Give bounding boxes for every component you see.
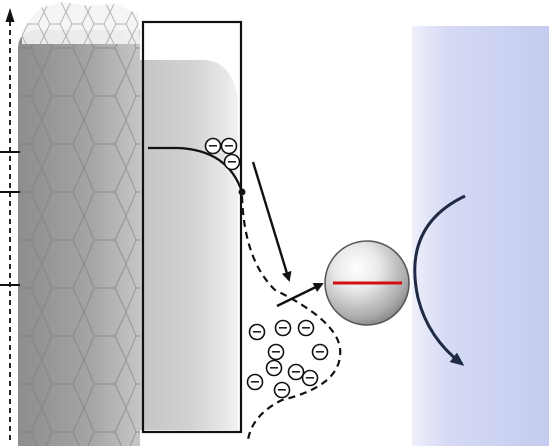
transfer-arrow — [251, 161, 292, 282]
electron-sign: − — [271, 345, 282, 360]
curve-endpoint-dot — [238, 188, 246, 196]
compact-layer-box — [141, 20, 243, 434]
electron-sign: − — [224, 139, 235, 154]
electron-sign: − — [208, 139, 219, 154]
electron-icon: − — [265, 359, 283, 377]
electron-icon: − — [273, 381, 291, 399]
probe-sphere — [324, 240, 410, 326]
inner-layer-shading — [140, 60, 238, 430]
distance-axis — [0, 8, 20, 440]
electron-icon: − — [220, 137, 238, 155]
electron-icon: − — [287, 363, 305, 381]
electron-sign: − — [250, 375, 261, 390]
diffuse-electrons: − − −− −− −−−− — [246, 319, 329, 399]
electron-sign: − — [227, 155, 238, 170]
electron-icon: − — [311, 343, 329, 361]
nanotube-wall — [18, 2, 140, 446]
potential-curve-solid — [148, 146, 244, 193]
electron-icon: − — [223, 153, 241, 171]
electron-sign: − — [305, 371, 316, 386]
electron-icon: − — [246, 373, 264, 391]
electron-icon: − — [297, 319, 315, 337]
current-flow-arrow — [413, 194, 466, 366]
surface-electrons: − −− — [204, 137, 241, 171]
electron-icon: − — [204, 137, 222, 155]
potential-curve-dashed — [240, 195, 342, 441]
electron-sign: − — [269, 361, 280, 376]
electron-icon: − — [248, 323, 266, 341]
electron-sign: − — [252, 325, 263, 340]
electrolyte-region — [412, 26, 549, 446]
electron-icon: − — [274, 319, 292, 337]
probe-arrow — [276, 282, 324, 308]
electron-sign: − — [277, 383, 288, 398]
electron-icon: − — [267, 343, 285, 361]
electron-icon: − — [301, 369, 319, 387]
electron-sign: − — [278, 321, 289, 336]
electron-sign: − — [301, 321, 312, 336]
electron-sign: − — [315, 345, 326, 360]
electron-sign: − — [291, 365, 302, 380]
